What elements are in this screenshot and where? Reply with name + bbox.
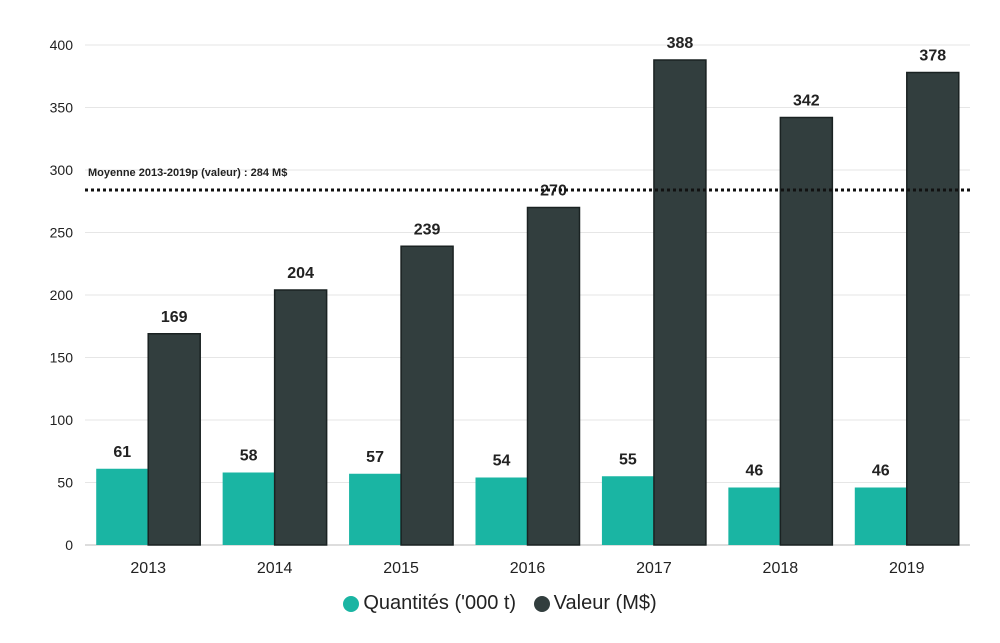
x-tick-label-2014: 2014 [257,560,293,577]
data-label-quantites-2016: 54 [493,453,511,470]
y-tick-label-100: 100 [50,412,74,428]
data-label-quantites-2014: 58 [240,448,258,465]
bar-valeur-2019 [906,71,960,546]
x-tick-label-2013: 2013 [130,560,166,577]
bars: 61169582045723954270553884634246378 [96,35,960,546]
data-label-valeur-2015: 239 [414,221,441,238]
data-label-valeur-2019: 378 [919,48,946,65]
data-label-valeur-2017: 388 [667,35,694,52]
bar-valeur-2013 [147,333,201,546]
legend-item-quantites: Quantités ('000 t) [343,592,516,615]
legend-swatch-quantites [343,595,360,612]
data-label-quantites-2013: 61 [113,444,131,461]
data-label-quantites-2019: 46 [872,463,890,480]
x-tick-label-2019: 2019 [889,560,925,577]
bar-quantites-2019 [854,487,907,545]
bar-chart: 0 50 100 150 200 250 300 350 400 61 169 58 204 57 239… [50,35,970,577]
y-axis: 0 50 100 150 200 250 300 350 400 [50,37,74,553]
bar-valeur-2016 [526,206,581,546]
bar-valeur-2017 [653,59,707,546]
bar-valeur-2014 [273,289,328,546]
y-tick-label-250: 250 [50,225,74,241]
x-tick-label-2016: 2016 [510,560,546,577]
y-tick-label-0: 0 [65,537,73,553]
data-label-quantites-2015: 57 [366,449,384,466]
data-label-valeur-2014: 204 [287,265,314,282]
x-tick-label-2018: 2018 [763,560,799,577]
y-tick-label-200: 200 [50,287,74,303]
bar-valeur-2018 [779,116,834,546]
bar-quantites-2018 [728,487,781,545]
data-label-quantites-2018: 46 [745,463,763,480]
y-tick-label-400: 400 [50,37,74,53]
reference-line-label: Moyenne 2013-2019p (valeur) : 284 M$ [88,167,287,179]
data-label-valeur-2013: 169 [161,309,188,326]
reference-line-group: Moyenne 2013-2019p (valeur) : 284 M$ [85,167,970,192]
legend-item-valeur: Valeur (M$) [533,592,657,615]
x-tick-label-2015: 2015 [383,560,419,577]
y-tick-label-350: 350 [50,100,74,116]
x-axis: 2013 2014 2015 2016 2017 2018 2019 [130,560,924,577]
y-tick-label-300: 300 [50,162,74,178]
bar-valeur-2015 [400,245,454,546]
y-tick-label-150: 150 [50,350,74,366]
data-label-quantites-2017: 55 [619,451,637,468]
bar-quantites-2015 [349,473,402,545]
legend: Quantités ('000 t) Valeur (M$) [0,592,1000,618]
data-label-valeur-2018: 342 [793,93,820,110]
legend-label-quantites: Quantités ('000 t) [363,592,517,614]
y-tick-label-50: 50 [57,475,73,491]
bar-quantites-2017 [601,476,654,545]
legend-label-valeur: Valeur (M$) [553,592,657,614]
bar-quantites-2016 [475,477,528,545]
bar-quantites-2014 [222,472,275,545]
bar-quantites-2013 [96,468,149,545]
x-tick-label-2017: 2017 [636,560,672,577]
legend-swatch-valeur [533,595,550,612]
